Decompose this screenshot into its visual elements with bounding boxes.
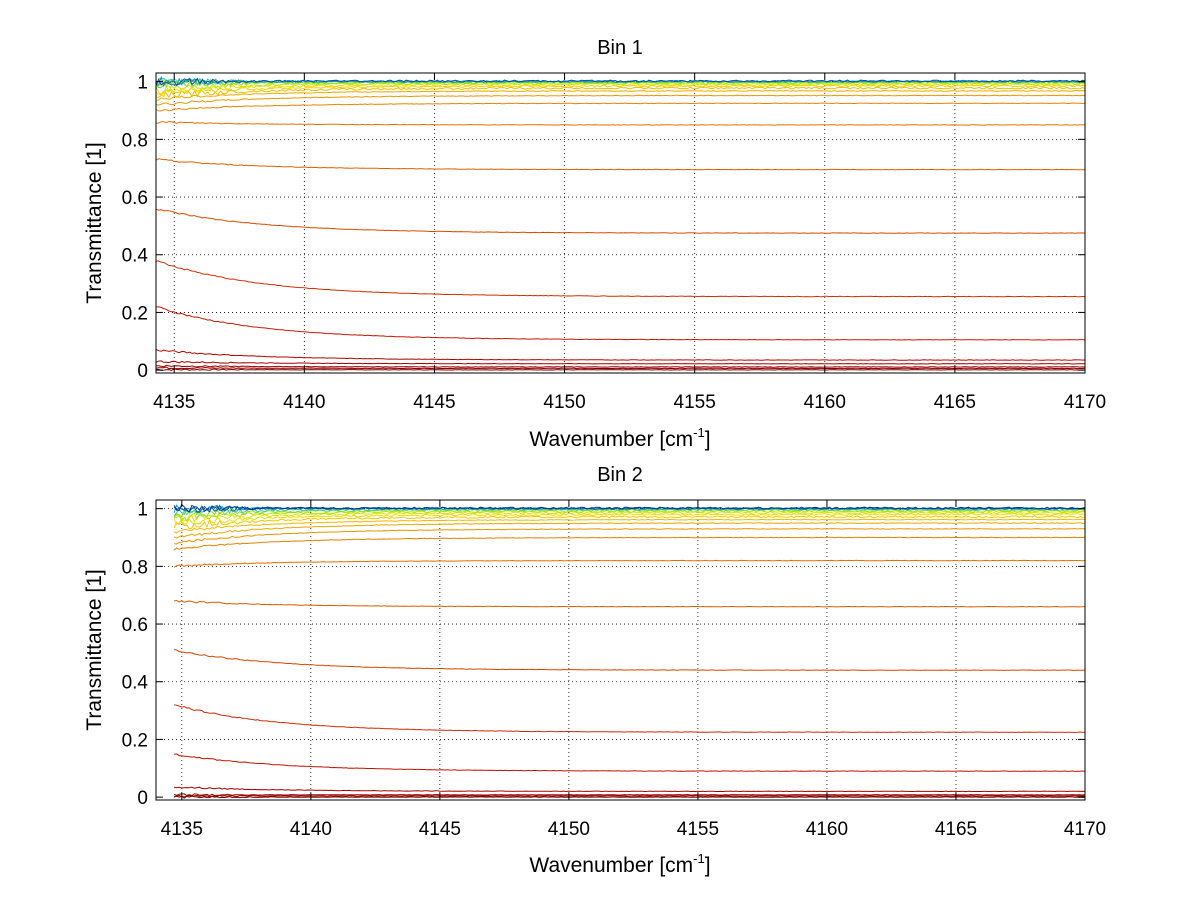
series-line: [173, 511, 1086, 523]
series-line: [173, 536, 1086, 551]
plot-area: [156, 73, 1085, 373]
x-tick-label: 4165: [935, 819, 977, 840]
y-tick-label: 0.6: [122, 188, 148, 209]
series-line: [155, 306, 1086, 341]
y-tick-label: 0.8: [122, 557, 148, 578]
series-line: [173, 515, 1085, 530]
series-line: [155, 348, 1086, 361]
x-tick-label: 4170: [1064, 392, 1106, 413]
series-line: [155, 364, 1086, 368]
chart-panel-bin-1: Bin 1 4135 4140 4145 4150 4155 4160 4165 4170 0 0…: [83, 37, 1106, 451]
series-line: [155, 260, 1086, 298]
series-line: [155, 81, 1086, 93]
y-axis-label: Transmittance [1]: [83, 142, 106, 303]
series-line: [155, 368, 1086, 371]
series-line: [173, 503, 1086, 513]
x-tick-label: 4135: [161, 819, 203, 840]
axes-box: [155, 72, 1086, 374]
series-line: [155, 366, 1086, 370]
series-group: [173, 503, 1086, 799]
series-line: [155, 208, 1086, 234]
series-line: [173, 793, 1086, 797]
x-tick-label: 4145: [419, 819, 461, 840]
x-tick-label: 4135: [153, 392, 195, 413]
y-tick-label: 0: [137, 361, 148, 382]
y-tick-label: 0: [137, 788, 148, 809]
series-line: [173, 522, 1086, 539]
y-tick-label: 0.2: [122, 730, 148, 751]
y-tick-label: 0.2: [122, 303, 148, 324]
chart-panel-bin-2: Bin 2 4135 4140 4145 4150 4155 4160 4165 4170 0 0…: [83, 464, 1106, 877]
x-tick-label: 4150: [543, 392, 585, 413]
y-tick-label: 0.8: [122, 130, 148, 151]
series-line: [173, 704, 1086, 733]
axes-box: [155, 499, 1086, 801]
series-line: [155, 360, 1086, 365]
x-tick-label: 4170: [1064, 819, 1106, 840]
x-tick-label: 4155: [674, 392, 716, 413]
series-line: [173, 648, 1086, 671]
y-tick-label: 1: [137, 500, 148, 521]
x-tick-label: 4160: [804, 392, 846, 413]
x-tick-label: 4140: [283, 392, 325, 413]
series-line: [174, 753, 1086, 772]
series-line: [174, 509, 1086, 523]
series-line: [173, 512, 1086, 526]
series-line: [173, 599, 1086, 608]
series-line: [155, 86, 1086, 99]
series-line: [173, 795, 1085, 799]
series-line: [173, 559, 1086, 568]
ticks: 4135 4140 4145 4150 4155 4160 4165 4170 0 0.2 0.4 0…: [122, 500, 1107, 840]
y-tick-label: 0.6: [122, 615, 148, 636]
series-line: [155, 77, 1086, 86]
series-line: [155, 94, 1086, 106]
series-line: [155, 158, 1085, 171]
series-line: [155, 102, 1086, 112]
series-line: [155, 84, 1086, 98]
series-line: [174, 794, 1086, 798]
y-axis-label: Transmittance [1]: [83, 569, 106, 730]
x-axis-label: Wavenumber [cm-1]: [529, 425, 710, 451]
x-tick-label: 4160: [806, 819, 848, 840]
x-tick-label: 4145: [413, 392, 455, 413]
series-group: [155, 75, 1086, 371]
x-tick-label: 4150: [548, 819, 590, 840]
ticks: 4135 4140 4145 4150 4155 4160 4165 4170 0 0.2 0.4 0…: [122, 73, 1107, 413]
x-tick-label: 4140: [290, 819, 332, 840]
chart-title: Bin 1: [597, 37, 643, 59]
x-axis-label: Wavenumber [cm-1]: [529, 851, 710, 877]
chart-title: Bin 2: [597, 464, 643, 486]
plot-area: [156, 500, 1085, 800]
series-line: [174, 786, 1086, 793]
y-tick-label: 0.4: [122, 246, 149, 267]
series-line: [155, 90, 1086, 101]
series-line: [156, 120, 1086, 126]
x-tick-label: 4165: [934, 392, 976, 413]
series-line: [174, 528, 1085, 545]
y-tick-label: 1: [137, 73, 148, 94]
x-tick-label: 4155: [677, 819, 719, 840]
series-line: [173, 518, 1086, 534]
y-tick-label: 0.4: [122, 673, 149, 694]
